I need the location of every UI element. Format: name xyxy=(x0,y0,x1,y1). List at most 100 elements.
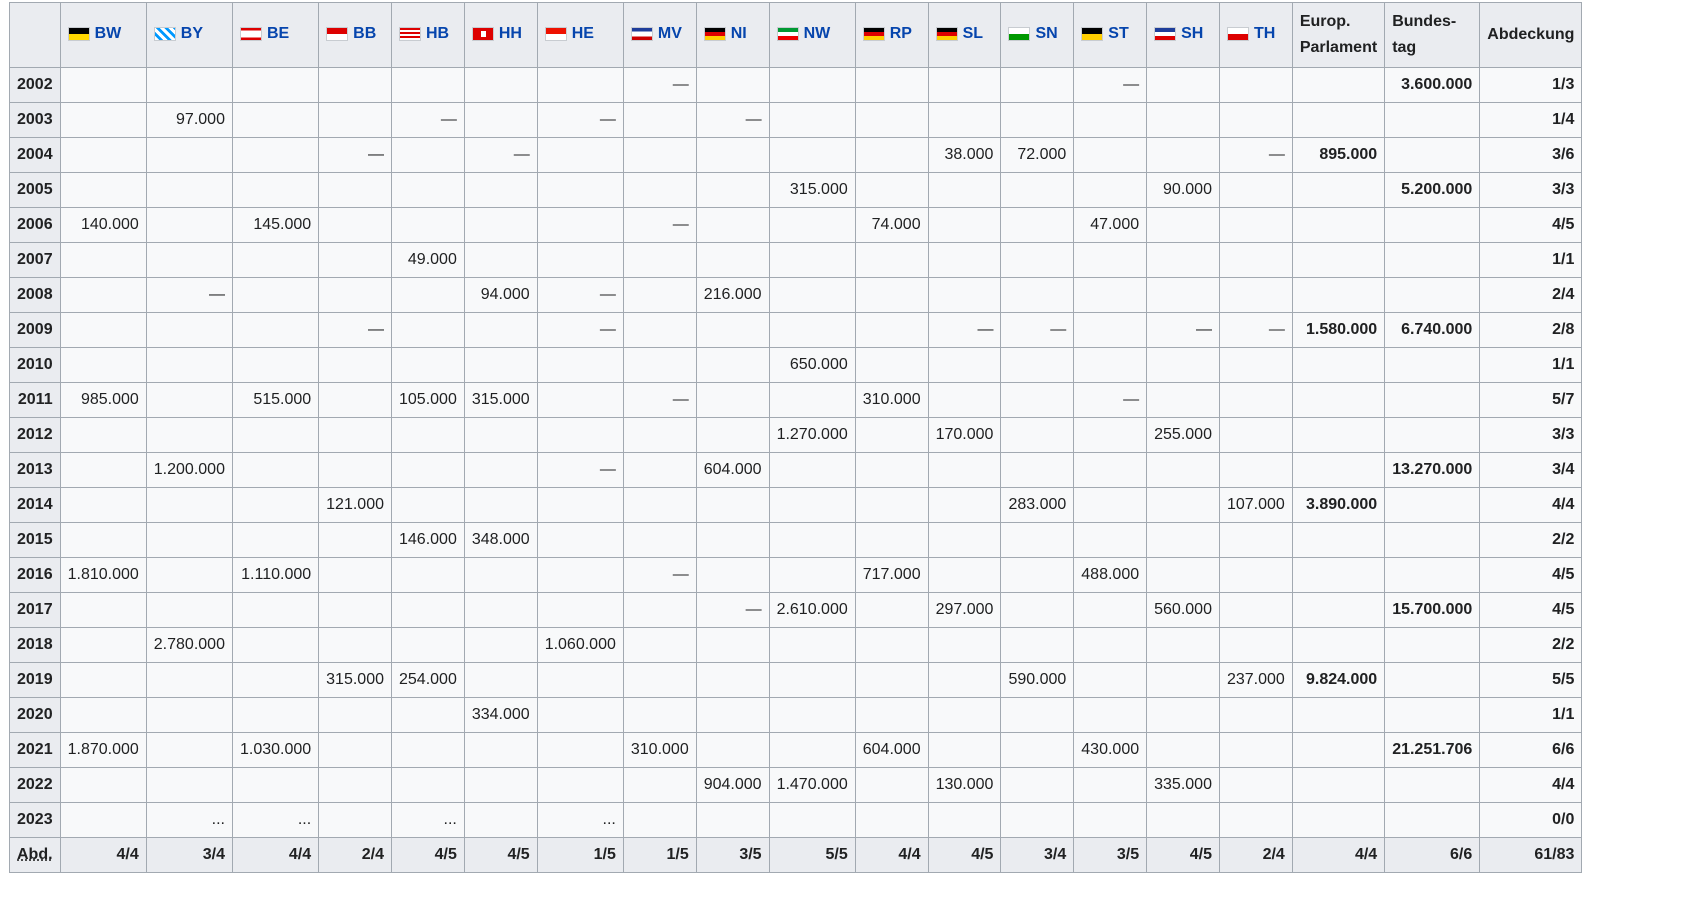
value-cell xyxy=(695,417,770,453)
value-cell xyxy=(1218,557,1293,593)
state-link-sn[interactable]: SN xyxy=(1008,24,1058,44)
value-cell xyxy=(695,627,770,663)
year-cell: 2010 xyxy=(9,347,61,383)
state-link-by[interactable]: BY xyxy=(153,24,203,44)
value-cell xyxy=(927,522,1002,558)
year-cell: 2007 xyxy=(9,242,61,278)
value-cell: 335.000 xyxy=(1146,767,1220,803)
header-state-by: BY xyxy=(145,2,233,68)
value-cell xyxy=(536,697,624,733)
value-cell xyxy=(231,767,320,803)
value-cell: 74.000 xyxy=(854,207,929,243)
value-cell xyxy=(536,522,624,558)
state-link-ni[interactable]: NI xyxy=(703,24,747,44)
value-cell xyxy=(318,242,392,278)
value-cell xyxy=(854,172,929,208)
value-cell xyxy=(318,767,392,803)
value-cell xyxy=(463,102,538,138)
value-cell xyxy=(1218,67,1293,103)
state-link-sh[interactable]: SH xyxy=(1154,24,1203,44)
lower-saxony-flag-icon xyxy=(703,26,726,41)
state-link-st[interactable]: ST xyxy=(1081,24,1129,44)
state-link-hb[interactable]: HB xyxy=(399,24,449,44)
value-cell xyxy=(622,347,697,383)
value-cell xyxy=(622,767,697,803)
value-cell: 1.580.000 xyxy=(1291,312,1386,348)
value-cell xyxy=(1000,592,1075,628)
value-cell xyxy=(927,102,1002,138)
state-link-he[interactable]: HE xyxy=(544,24,594,44)
state-link-sl[interactable]: SL xyxy=(935,24,983,44)
value-cell xyxy=(927,452,1002,488)
header-state-th: TH xyxy=(1218,2,1293,68)
value-cell xyxy=(1073,592,1148,628)
value-cell: 334.000 xyxy=(463,697,538,733)
value-cell xyxy=(318,207,392,243)
value-cell xyxy=(318,452,392,488)
value-cell xyxy=(622,627,697,663)
value-cell xyxy=(231,172,320,208)
value-cell xyxy=(463,557,538,593)
value-cell xyxy=(463,732,538,768)
value-cell xyxy=(1000,242,1075,278)
value-cell xyxy=(854,802,929,838)
value-cell xyxy=(1146,732,1220,768)
value-cell: 1.110.000 xyxy=(231,557,320,593)
value-cell xyxy=(854,487,929,523)
value-cell xyxy=(391,207,465,243)
value-cell: 254.000 xyxy=(391,662,465,698)
value-cell xyxy=(1000,417,1075,453)
saarland-flag-icon xyxy=(935,26,958,41)
table-row: 2003 97.000 — — — 1/4 xyxy=(9,102,1684,138)
value-cell: — xyxy=(622,382,697,418)
value-cell: 1.470.000 xyxy=(768,767,856,803)
value-cell xyxy=(768,662,856,698)
value-cell: 2/2 xyxy=(1479,522,1583,558)
header-state-he: HE xyxy=(536,2,624,68)
value-cell: 2/2 xyxy=(1479,627,1583,663)
value-cell xyxy=(463,242,538,278)
value-cell xyxy=(768,277,856,313)
value-cell xyxy=(463,592,538,628)
state-link-be[interactable]: BE xyxy=(239,24,289,44)
value-cell xyxy=(1000,697,1075,733)
state-link-th[interactable]: TH xyxy=(1226,24,1276,44)
value-cell xyxy=(1384,242,1481,278)
footer-coverage-cell: 4/4 xyxy=(59,837,147,873)
value-cell xyxy=(231,312,320,348)
state-link-mv[interactable]: MV xyxy=(630,24,682,44)
value-cell xyxy=(1073,662,1148,698)
value-cell: 3/4 xyxy=(1479,452,1583,488)
value-cell xyxy=(854,522,929,558)
value-cell: 1.030.000 xyxy=(231,732,320,768)
value-cell xyxy=(1073,522,1148,558)
value-cell xyxy=(622,452,697,488)
value-cell xyxy=(145,67,233,103)
value-cell: 1/1 xyxy=(1479,242,1583,278)
value-cell: 237.000 xyxy=(1218,662,1293,698)
header-state-mv: MV xyxy=(622,2,697,68)
value-cell xyxy=(391,417,465,453)
table-row: 2013 1.200.000 — 604.000 13.270.000 3/4 xyxy=(9,452,1684,488)
value-cell xyxy=(536,662,624,698)
value-cell xyxy=(768,67,856,103)
state-code-label: TH xyxy=(1253,24,1276,42)
value-cell xyxy=(854,67,929,103)
value-cell xyxy=(1218,592,1293,628)
table-row: 2012 1.270.000 170.000 255.000 3/3 xyxy=(9,417,1684,453)
value-cell xyxy=(1291,417,1386,453)
state-link-hh[interactable]: HH xyxy=(471,24,522,44)
value-cell xyxy=(927,732,1002,768)
value-cell xyxy=(1000,732,1075,768)
value-cell xyxy=(1073,487,1148,523)
state-link-bb[interactable]: BB xyxy=(326,24,376,44)
value-cell xyxy=(1218,767,1293,803)
value-cell: — xyxy=(463,137,538,173)
state-link-rp[interactable]: RP xyxy=(862,24,912,44)
year-cell: 2003 xyxy=(9,102,61,138)
state-link-nw[interactable]: NW xyxy=(776,24,830,44)
state-link-bw[interactable]: BW xyxy=(67,24,121,44)
footer-coverage-cell: 3/4 xyxy=(145,837,233,873)
value-cell: 145.000 xyxy=(231,207,320,243)
value-cell xyxy=(1146,242,1220,278)
